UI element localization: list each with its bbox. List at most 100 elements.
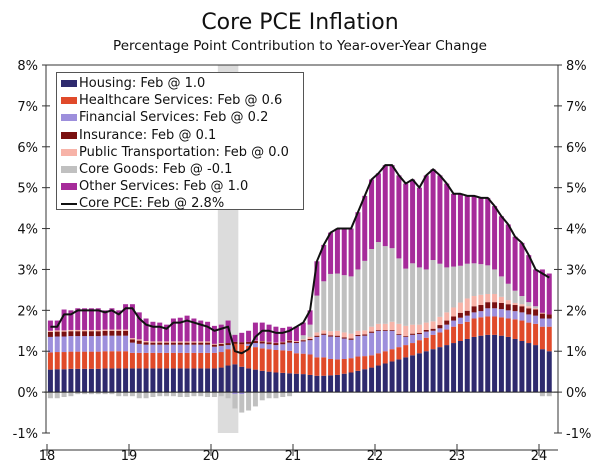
bar-segment — [526, 255, 532, 303]
bar-segment — [109, 335, 115, 352]
bar-segment — [492, 206, 498, 270]
bar-segment — [355, 269, 361, 331]
bar-segment — [410, 355, 416, 393]
bar-segment — [68, 331, 74, 337]
bar-segment — [129, 338, 135, 340]
bar-segment — [95, 336, 101, 352]
bar-segment — [485, 302, 491, 309]
bar-segment — [328, 358, 334, 376]
bar-segment — [512, 319, 518, 339]
bar-segment — [485, 293, 491, 303]
legend-swatch — [61, 202, 77, 205]
bar-segment — [403, 183, 409, 269]
bar-segment — [464, 298, 470, 311]
bar-segment — [505, 336, 511, 393]
bar-segment — [485, 334, 491, 393]
bar-segment — [533, 269, 539, 307]
bar-segment — [95, 329, 101, 332]
bar-segment — [498, 296, 504, 303]
bar-segment — [382, 330, 388, 352]
bar-segment — [403, 336, 409, 346]
y-tick-label: 7% — [17, 100, 38, 115]
bar-segment — [287, 350, 293, 374]
bar-segment — [539, 392, 545, 397]
bar-segment — [259, 370, 265, 393]
bar-segment — [341, 337, 347, 339]
bar-segment — [102, 335, 108, 352]
bar-segment — [300, 341, 306, 354]
bar-segment — [184, 352, 190, 369]
y-tick-label-right: 2% — [566, 304, 587, 319]
bar-segment — [498, 317, 504, 336]
bar-segment — [355, 356, 361, 371]
bar-segment — [334, 359, 340, 375]
bar-segment — [157, 392, 163, 397]
bar-segment — [75, 308, 81, 330]
bar-segment — [259, 341, 265, 344]
bar-segment — [246, 341, 252, 344]
bar-segment — [218, 343, 224, 344]
bar-segment — [519, 312, 525, 321]
bar-segment — [198, 344, 204, 353]
bar-segment — [505, 310, 511, 319]
bar-segment — [61, 392, 67, 398]
y-tick-label-right: 7% — [566, 100, 587, 115]
bar-segment — [88, 308, 94, 330]
bar-segment — [211, 343, 217, 345]
bar-segment — [375, 323, 381, 330]
bar-segment — [526, 314, 532, 323]
bar-segment — [68, 351, 74, 369]
bar-segment — [471, 306, 477, 313]
bar-segment — [116, 310, 122, 330]
core-pce-line — [50, 164, 550, 355]
bar-segment — [430, 260, 436, 322]
bar-segment — [246, 343, 252, 346]
bar-segment — [184, 392, 190, 398]
bar-segment — [300, 335, 306, 340]
bar-segment — [88, 336, 94, 352]
bar-segment — [129, 352, 135, 369]
x-tick-label: 22 — [367, 449, 384, 460]
bar-segment — [471, 318, 477, 337]
bar-segment — [266, 371, 272, 393]
y-tick-label-right: 6% — [566, 141, 587, 156]
bar-segment — [102, 351, 108, 369]
bar-segment — [328, 232, 334, 274]
bar-segment — [375, 353, 381, 366]
legend-label: Financial Services: Feb @ 0.2 — [79, 110, 269, 126]
bar-segment — [47, 336, 53, 353]
bar-segment — [273, 372, 279, 393]
bar-segment — [88, 392, 94, 395]
bar-segment — [164, 368, 170, 393]
bar-segment — [485, 265, 491, 294]
bar-segment — [533, 315, 539, 324]
bar-segment — [102, 310, 108, 330]
bar-segment — [416, 334, 422, 341]
bar-segment — [157, 344, 163, 353]
bar-segment — [389, 361, 395, 393]
bar-segment — [478, 317, 484, 336]
legend-label: Core Goods: Feb @ -0.1 — [79, 162, 233, 178]
bar-segment — [252, 341, 258, 344]
bar-segment — [498, 276, 504, 297]
legend-swatch — [61, 97, 77, 105]
bar-segment — [314, 336, 320, 358]
bar-segment — [239, 344, 245, 367]
bar-segment — [307, 310, 313, 325]
bar-segment — [437, 347, 443, 393]
bar-segment — [95, 308, 101, 330]
bar-segment — [184, 342, 190, 345]
bar-segment — [218, 324, 224, 344]
bar-segment — [266, 342, 272, 345]
bar-segment — [61, 330, 67, 332]
bar-segment — [546, 326, 552, 352]
bar-segment — [471, 336, 477, 393]
bar-segment — [396, 258, 402, 324]
bar-segment — [102, 330, 108, 336]
bar-segment — [61, 331, 67, 337]
bar-segment — [259, 343, 265, 349]
legend-item: Public Transportation: Feb @ 0.0 — [61, 144, 303, 161]
bar-segment — [348, 338, 354, 340]
bar-segment — [102, 392, 108, 395]
bar-segment — [362, 369, 368, 393]
